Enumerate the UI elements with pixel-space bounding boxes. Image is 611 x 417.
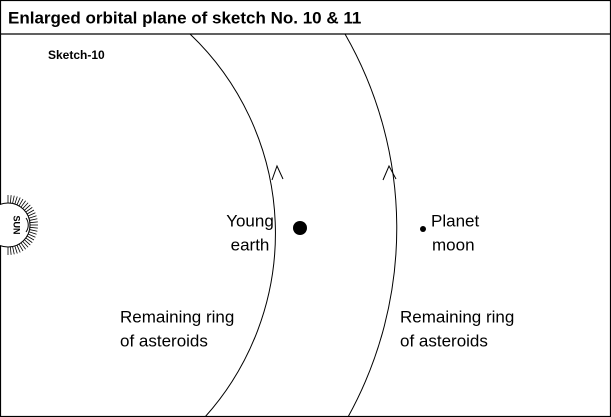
- title: Enlarged orbital plane of sketch No. 10 …: [8, 8, 361, 27]
- sketch-label: Sketch-10: [48, 48, 105, 62]
- young-earth: [293, 221, 307, 235]
- ring-label: of asteroids: [120, 331, 208, 350]
- ring-label: Remaining ring: [400, 307, 514, 326]
- body-label: moon: [432, 235, 475, 254]
- diagram: Enlarged orbital plane of sketch No. 10 …: [0, 0, 611, 417]
- body-label: Planet: [431, 211, 479, 230]
- frame: [1, 1, 611, 417]
- body-label: earth: [231, 235, 270, 254]
- planet-moon: [420, 226, 426, 232]
- ring-label: Remaining ring: [120, 307, 234, 326]
- ring-label: of asteroids: [400, 331, 488, 350]
- sun-label: SUN: [12, 215, 22, 234]
- body-label: Young: [226, 211, 274, 230]
